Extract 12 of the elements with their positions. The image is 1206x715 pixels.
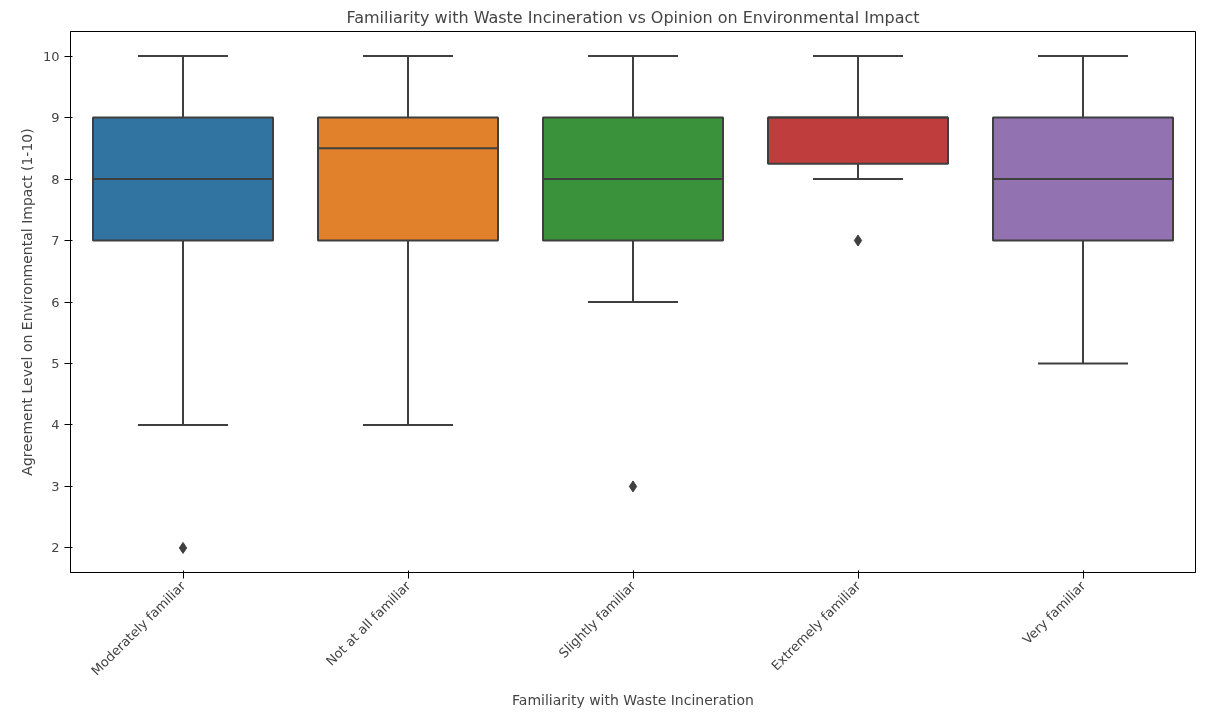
y-tick-label: 3 bbox=[51, 478, 60, 494]
y-tick-label: 6 bbox=[51, 294, 60, 310]
y-tick-label: 10 bbox=[42, 48, 60, 64]
y-tick-label: 2 bbox=[51, 540, 60, 556]
y-tick-label: 4 bbox=[51, 417, 60, 433]
y-tick-label: 9 bbox=[51, 110, 60, 126]
y-tick-label: 7 bbox=[51, 233, 60, 249]
y-tick-label: 8 bbox=[51, 171, 60, 187]
chart-title: Familiarity with Waste Incineration vs Opinion on Environmental Impact bbox=[346, 7, 920, 27]
y-axis-title: Agreement Level on Environmental Impact (1-10) bbox=[18, 128, 35, 476]
x-axis-title: Familiarity with Waste Incineration bbox=[512, 691, 754, 708]
y-tick-label: 5 bbox=[51, 355, 60, 371]
